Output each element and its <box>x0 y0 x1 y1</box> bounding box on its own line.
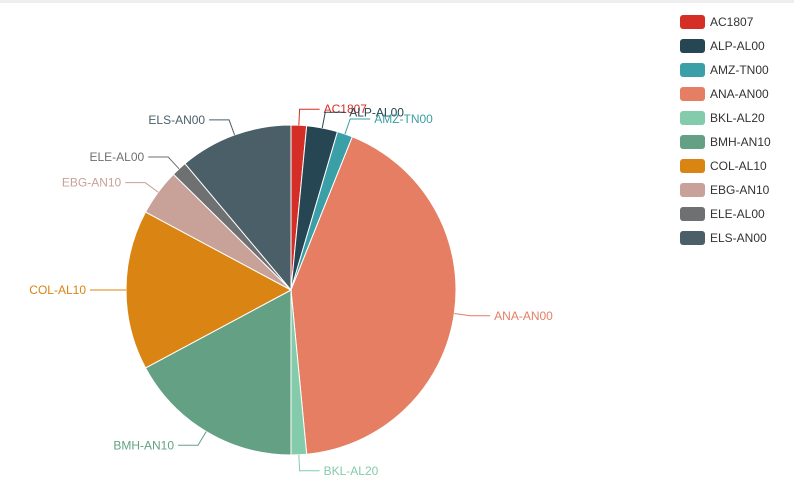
legend-label: EBG-AN10 <box>710 183 770 197</box>
legend-item-ebg-an10[interactable]: EBG-AN10 <box>680 183 770 197</box>
legend-label: ALP-AL00 <box>710 39 765 53</box>
legend-swatch <box>680 63 705 77</box>
legend-label: COL-AL10 <box>710 159 767 173</box>
legend-swatch <box>680 39 705 53</box>
legend-item-bmh-an10[interactable]: BMH-AN10 <box>680 135 771 149</box>
legend-swatch <box>680 135 705 149</box>
label-line-alp-al00 <box>321 111 346 129</box>
label-line-ac1807 <box>298 108 320 126</box>
slice-label-amz-tn00: AMZ-TN00 <box>374 112 433 126</box>
legend-label: AMZ-TN00 <box>710 63 769 77</box>
slice-label-ebg-an10: EBG-AN10 <box>62 176 122 190</box>
legend-swatch <box>680 15 705 29</box>
legend-item-alp-al00[interactable]: ALP-AL00 <box>680 39 765 53</box>
legend-item-ana-an00[interactable]: ANA-AN00 <box>680 87 769 101</box>
legend-swatch <box>680 183 705 197</box>
legend-label: ELE-AL00 <box>710 207 765 221</box>
legend-label: ANA-AN00 <box>710 87 769 101</box>
legend-swatch <box>680 159 705 173</box>
label-line-els-an00 <box>209 119 236 136</box>
slice-label-bkl-al20: BKL-AL20 <box>324 464 379 478</box>
legend-label: BKL-AL20 <box>710 111 765 125</box>
legend-item-els-an00[interactable]: ELS-AN00 <box>680 231 767 245</box>
legend-swatch <box>680 231 705 245</box>
legend-item-col-al10[interactable]: COL-AL10 <box>680 159 767 173</box>
legend-item-amz-tn00[interactable]: AMZ-TN00 <box>680 63 769 77</box>
label-line-bmh-an10 <box>178 431 207 446</box>
legend-swatch <box>680 111 705 125</box>
slice-label-ana-an00: ANA-AN00 <box>494 309 553 323</box>
legend-label: AC1807 <box>710 15 754 29</box>
legend-swatch <box>680 87 705 101</box>
pie-slice-els-an00[interactable] <box>184 124 292 292</box>
slice-label-els-an00: ELS-AN00 <box>148 113 205 127</box>
label-line-ebg-an10 <box>125 182 159 193</box>
legend-swatch <box>680 207 705 221</box>
label-line-bkl-al20 <box>298 454 320 472</box>
legend-item-ac1807[interactable]: AC1807 <box>680 15 754 29</box>
legend-item-ele-al00[interactable]: ELE-AL00 <box>680 207 765 221</box>
label-line-amz-tn00 <box>344 118 371 135</box>
top-border <box>0 0 794 3</box>
slice-label-bmh-an10: BMH-AN10 <box>113 438 174 452</box>
legend-label: ELS-AN00 <box>710 231 767 245</box>
pie-slice-bmh-an10[interactable] <box>144 289 292 456</box>
legend-item-bkl-al20[interactable]: BKL-AL20 <box>680 111 765 125</box>
legend-label: BMH-AN10 <box>710 135 771 149</box>
label-line-ana-an00 <box>454 312 491 317</box>
slice-label-alp-al00: ALP-AL00 <box>349 105 404 119</box>
slice-label-ele-al00: ELE-AL00 <box>89 150 144 164</box>
label-line-ele-al00 <box>148 156 180 170</box>
slice-label-col-al10: COL-AL10 <box>29 283 86 297</box>
